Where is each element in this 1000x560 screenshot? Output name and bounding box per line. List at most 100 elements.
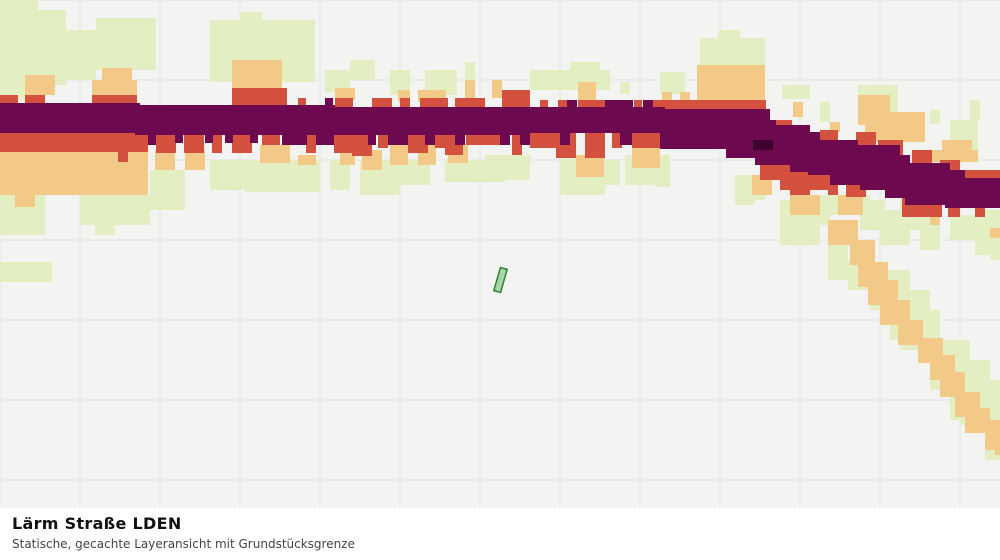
map-caption: Lärm Straße LDEN Statische, gecachte Lay… <box>0 508 1000 560</box>
noise-cell-level-1 <box>570 62 600 74</box>
noise-band-level-4 <box>0 98 1000 208</box>
noise-cell-level-4 <box>148 133 156 145</box>
noise-cell-level-4 <box>368 133 376 145</box>
noise-cell-level-4 <box>455 133 465 145</box>
noise-cell-level-2 <box>838 195 863 215</box>
noise-cell-level-2 <box>830 122 840 132</box>
noise-cell-level-4 <box>225 133 233 143</box>
noise-cell-level-4 <box>282 133 307 145</box>
noise-cell-level-2 <box>465 80 475 98</box>
noise-cell-level-2 <box>578 82 596 104</box>
noise-cell-level-4 <box>643 100 653 110</box>
noise-cell-level-1 <box>820 102 830 122</box>
noise-cell-level-3 <box>828 180 838 195</box>
noise-cell-level-2 <box>928 150 978 162</box>
noise-cell-level-1 <box>930 110 940 124</box>
noise-cell-level-1 <box>465 62 475 82</box>
noise-cell-level-1 <box>350 60 375 80</box>
noise-cell-level-1 <box>325 70 350 92</box>
noise-cell-level-2 <box>492 80 502 98</box>
noise-cell-level-4 <box>316 133 334 145</box>
noise-cell-level-1 <box>970 100 980 120</box>
noise-cell-level-2 <box>930 215 940 225</box>
noise-cell-level-3 <box>585 133 605 158</box>
noise-cell-level-2 <box>750 88 765 103</box>
noise-cell-level-2 <box>15 195 35 207</box>
noise-cell-level-1 <box>660 72 685 94</box>
noise-cell-level-3 <box>184 133 204 153</box>
noise-cell-level-2 <box>155 150 175 170</box>
noise-cell-level-1 <box>210 160 245 190</box>
noise-cell-level-3 <box>25 95 45 105</box>
noise-cell-level-4 <box>670 140 725 148</box>
noise-cell-level-3 <box>0 132 148 152</box>
noise-cell-level-2 <box>793 102 803 117</box>
noise-cell-level-4 <box>388 133 408 145</box>
noise-cell-level-3 <box>502 90 530 110</box>
noise-cell-level-3 <box>212 133 222 153</box>
noise-map[interactable] <box>0 0 1000 508</box>
noise-cell-level-3 <box>232 88 287 108</box>
noise-band-level-5 <box>753 140 773 150</box>
noise-cell-level-3 <box>466 133 502 145</box>
noise-cell-level-2 <box>340 150 355 165</box>
noise-cell-level-3 <box>378 133 388 148</box>
noise-cell-level-3 <box>790 180 810 195</box>
noise-map-canvas[interactable] <box>0 0 1000 508</box>
noise-cell-level-4 <box>945 178 1000 208</box>
noise-cell-level-3 <box>612 133 622 148</box>
noise-cell-level-3 <box>512 133 522 155</box>
parcel-boundary[interactable] <box>492 266 509 294</box>
noise-cell-level-2 <box>260 145 290 163</box>
noise-cell-level-3 <box>820 130 838 142</box>
noise-cell-level-3 <box>372 98 392 108</box>
noise-cell-level-4 <box>620 133 632 145</box>
noise-cell-level-3 <box>262 133 280 145</box>
noise-cell-level-2 <box>632 148 660 168</box>
noise-cell-level-3 <box>335 98 353 108</box>
noise-cell-level-3 <box>558 100 568 110</box>
noise-cell-level-3 <box>352 140 372 156</box>
noise-cell-level-1 <box>620 82 630 94</box>
noise-cell-level-4 <box>175 133 183 143</box>
noise-cell-level-4 <box>0 103 140 133</box>
noise-cell-level-1 <box>390 70 410 95</box>
noise-cell-level-5 <box>753 140 773 150</box>
noise-cell-level-1 <box>828 240 848 280</box>
noise-cell-level-3 <box>232 133 252 153</box>
noise-cell-level-1 <box>990 230 1000 260</box>
noise-cell-level-2 <box>576 155 604 177</box>
noise-cell-level-4 <box>500 133 510 145</box>
noise-cell-level-4 <box>330 107 530 135</box>
noise-cell-level-1 <box>782 85 810 99</box>
noise-cell-level-3 <box>0 95 18 105</box>
noise-cell-level-1 <box>150 170 185 210</box>
noise-cell-level-4 <box>567 100 577 110</box>
noise-cell-level-1 <box>505 158 525 176</box>
noise-cell-level-1 <box>5 262 15 270</box>
noise-cell-level-3 <box>975 205 985 217</box>
noise-cell-level-4 <box>205 133 213 143</box>
map-title: Lärm Straße LDEN <box>12 514 182 533</box>
noise-cell-level-1 <box>95 220 115 235</box>
noise-cell-level-4 <box>525 107 665 133</box>
noise-cell-level-3 <box>634 100 642 110</box>
parcel-polygon[interactable] <box>492 266 509 294</box>
noise-cell-level-2 <box>790 195 820 215</box>
noise-cell-level-1 <box>240 12 262 27</box>
noise-cell-level-1 <box>655 175 670 187</box>
noise-cell-level-1 <box>38 10 66 85</box>
noise-cell-level-2 <box>995 440 1000 455</box>
noise-cell-level-2 <box>232 60 282 90</box>
noise-cell-level-1 <box>718 30 740 42</box>
noise-cell-level-3 <box>920 205 940 217</box>
noise-cell-level-2 <box>25 75 55 95</box>
noise-cell-level-3 <box>306 133 316 153</box>
noise-cell-level-2 <box>335 88 355 100</box>
noise-cell-level-1 <box>66 30 96 80</box>
noise-cell-level-4 <box>560 133 570 145</box>
noise-cell-level-3 <box>420 98 448 108</box>
noise-cell-level-3 <box>540 100 548 110</box>
map-subtitle: Statische, gecachte Layeransicht mit Gru… <box>12 537 355 551</box>
noise-cell-level-2 <box>185 150 205 170</box>
